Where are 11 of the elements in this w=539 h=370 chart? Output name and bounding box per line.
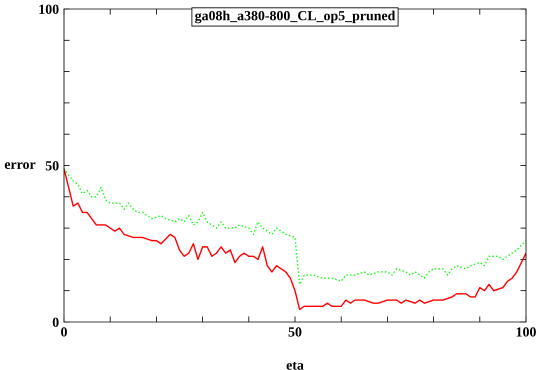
x-axis-title: eta xyxy=(286,362,304,370)
x-tick-label: 50 xyxy=(288,327,302,337)
line-series xyxy=(64,168,526,310)
x-tick-label: 0 xyxy=(61,327,67,337)
chart-title: ga08h_a380-800_CL_op5_pruned xyxy=(195,10,396,24)
y-tick-label: 100 xyxy=(39,4,59,14)
y-axis-title: error xyxy=(4,162,36,169)
y-tick-label: 50 xyxy=(46,161,59,170)
y-tick-label: 0 xyxy=(52,318,59,327)
line-series xyxy=(64,168,526,286)
x-tick-label: 100 xyxy=(516,327,536,337)
